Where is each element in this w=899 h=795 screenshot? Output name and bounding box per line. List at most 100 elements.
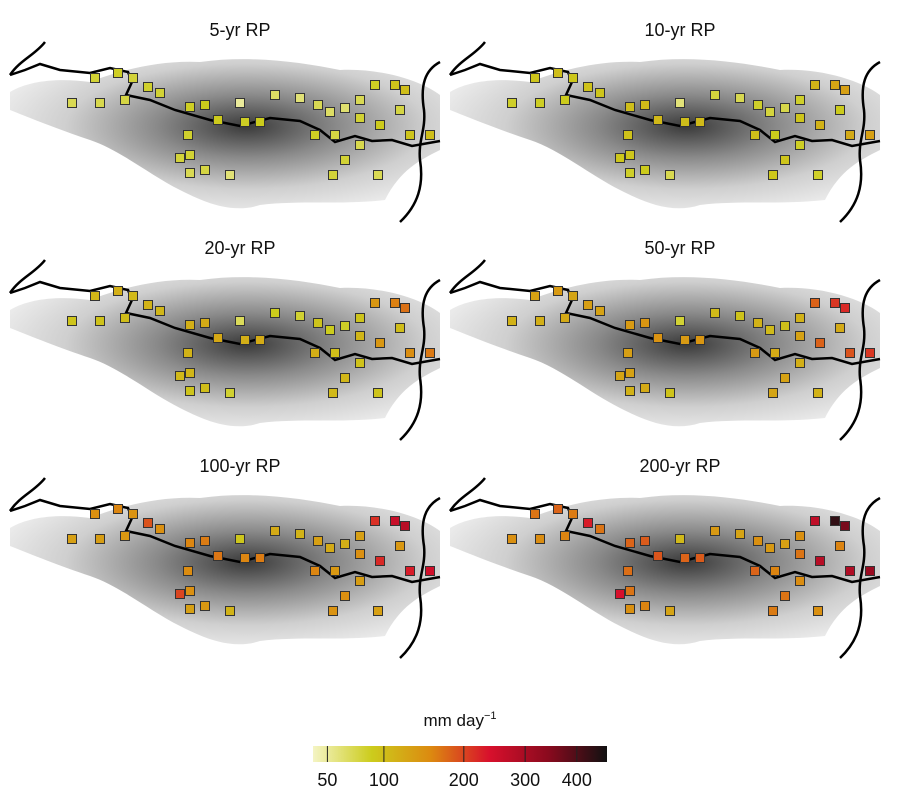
station <box>796 332 805 341</box>
station <box>314 537 323 546</box>
station <box>96 317 105 326</box>
station <box>201 319 210 328</box>
station <box>114 505 123 514</box>
station <box>814 389 823 398</box>
station <box>666 171 675 180</box>
station <box>641 384 650 393</box>
station <box>751 131 760 140</box>
station <box>554 505 563 514</box>
station <box>121 96 130 105</box>
station <box>796 550 805 559</box>
station <box>329 171 338 180</box>
station <box>769 607 778 616</box>
station <box>356 359 365 368</box>
panel-title: 200-yr RP <box>639 456 720 476</box>
station <box>676 99 685 108</box>
station <box>654 552 663 561</box>
station <box>584 83 593 92</box>
station <box>201 537 210 546</box>
station <box>736 94 745 103</box>
station <box>371 517 380 526</box>
station <box>681 554 690 563</box>
station <box>296 94 305 103</box>
colorbar-tick-label: 200 <box>449 770 479 790</box>
station <box>736 530 745 539</box>
station <box>596 525 605 534</box>
station <box>816 339 825 348</box>
station <box>186 103 195 112</box>
station <box>201 166 210 175</box>
station <box>836 542 845 551</box>
map-panel: 20-yr RP <box>10 238 440 440</box>
station <box>766 326 775 335</box>
station <box>401 522 410 531</box>
station <box>331 567 340 576</box>
station <box>356 141 365 150</box>
station <box>626 369 635 378</box>
station <box>676 535 685 544</box>
station <box>626 103 635 112</box>
station <box>771 349 780 358</box>
station <box>508 535 517 544</box>
station <box>271 91 280 100</box>
station <box>584 519 593 528</box>
station <box>626 587 635 596</box>
station <box>356 114 365 123</box>
station <box>508 99 517 108</box>
station <box>114 69 123 78</box>
station <box>681 336 690 345</box>
panel-title: 100-yr RP <box>199 456 280 476</box>
figure: mm day−1 501002003004005-yr RP10-yr RP20… <box>0 0 899 790</box>
station <box>176 372 185 381</box>
station <box>184 131 193 140</box>
station <box>814 171 823 180</box>
station <box>676 317 685 326</box>
station <box>176 154 185 163</box>
station <box>391 517 400 526</box>
station <box>654 334 663 343</box>
station <box>796 114 805 123</box>
station <box>186 539 195 548</box>
station <box>341 104 350 113</box>
station <box>186 369 195 378</box>
station <box>569 292 578 301</box>
station <box>371 299 380 308</box>
station <box>376 121 385 130</box>
station <box>816 557 825 566</box>
station <box>91 510 100 519</box>
station <box>296 530 305 539</box>
station <box>781 540 790 549</box>
station <box>781 374 790 383</box>
colorbar-tick-label: 400 <box>562 770 592 790</box>
station <box>296 312 305 321</box>
station <box>356 96 365 105</box>
map-panel: 100-yr RP <box>10 456 440 658</box>
station <box>256 336 265 345</box>
station <box>626 169 635 178</box>
station <box>341 374 350 383</box>
station <box>214 334 223 343</box>
station <box>781 156 790 165</box>
station <box>374 389 383 398</box>
station <box>129 74 138 83</box>
station <box>831 517 840 526</box>
station <box>236 317 245 326</box>
colorbar-tick-label: 100 <box>369 770 399 790</box>
station <box>329 389 338 398</box>
station <box>186 169 195 178</box>
station <box>596 307 605 316</box>
station <box>866 131 875 140</box>
station <box>811 517 820 526</box>
station <box>341 156 350 165</box>
station <box>326 108 335 117</box>
station <box>584 301 593 310</box>
station <box>754 537 763 546</box>
colorbar-tick-label: 300 <box>510 770 540 790</box>
station <box>616 372 625 381</box>
station <box>831 81 840 90</box>
station <box>311 567 320 576</box>
station <box>561 314 570 323</box>
panel-title: 20-yr RP <box>204 238 275 258</box>
map-panel: 200-yr RP <box>450 456 880 658</box>
station <box>626 151 635 160</box>
